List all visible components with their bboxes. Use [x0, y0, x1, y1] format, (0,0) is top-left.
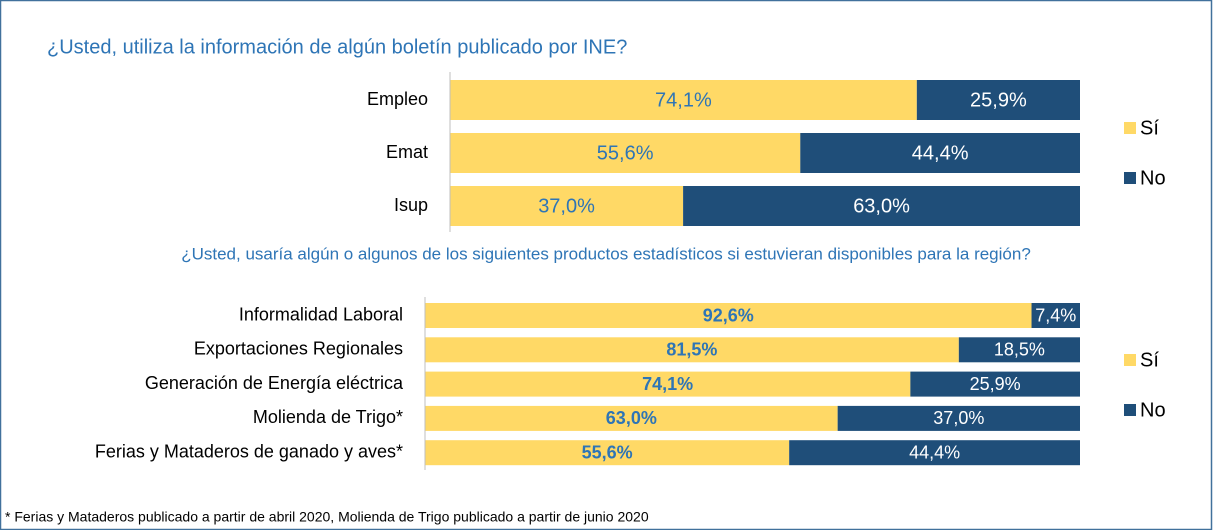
bar-segment [425, 371, 911, 397]
legend-swatch [1124, 354, 1136, 366]
value-label: 81,5% [666, 340, 717, 360]
category-label: Molienda de Trigo* [253, 407, 403, 427]
category-label: Exportaciones Regionales [194, 339, 403, 359]
bar-segment [910, 371, 1080, 397]
bar-segment [425, 303, 1032, 328]
value-label: 74,1% [642, 374, 693, 394]
bar-segment [425, 405, 838, 431]
legend-label: No [1140, 399, 1166, 421]
bar-segment [450, 133, 801, 173]
bar-segment [683, 186, 1080, 226]
category-label: Ferias y Mataderos de ganado y aves* [95, 441, 403, 461]
value-label: 37,0% [538, 195, 595, 217]
value-label: 37,0% [933, 408, 984, 428]
footnote: * Ferias y Mataderos publicado a partir … [5, 509, 649, 525]
value-label: 55,6% [582, 442, 633, 462]
value-label: 25,9% [970, 374, 1021, 394]
category-label: Informalidad Laboral [239, 304, 403, 324]
legend-label: Sí [1140, 349, 1159, 371]
legend-label: Sí [1140, 117, 1159, 139]
value-label: 25,9% [970, 89, 1027, 111]
value-label: 55,6% [597, 142, 654, 164]
chart-title: ¿Usted, usaría algún o algunos de los si… [181, 244, 1031, 263]
category-label: Emat [386, 142, 428, 162]
legend-label: No [1140, 167, 1166, 189]
value-label: 44,4% [909, 442, 960, 462]
category-label: Isup [394, 195, 428, 215]
bar-segment [958, 337, 1080, 363]
chart-title: ¿Usted, utiliza la información de algún … [47, 36, 627, 58]
bar-segment [425, 337, 959, 363]
bar-segment [837, 405, 1080, 431]
bar-segment [916, 80, 1080, 120]
value-label: 44,4% [912, 142, 969, 164]
category-label: Empleo [367, 89, 428, 109]
value-label: 92,6% [703, 305, 754, 325]
bar-segment [425, 440, 790, 466]
bar-segment [450, 186, 684, 226]
legend-swatch [1124, 122, 1136, 134]
value-label: 63,0% [853, 195, 910, 217]
bar-segment [789, 440, 1080, 466]
value-label: 74,1% [655, 89, 712, 111]
value-label: 18,5% [994, 340, 1045, 360]
category-label: Generación de Energía eléctrica [145, 373, 404, 393]
legend-swatch [1124, 172, 1136, 184]
legend-swatch [1124, 404, 1136, 416]
bar-segment [1031, 303, 1080, 328]
value-label: 63,0% [606, 408, 657, 428]
value-label: 7,4% [1035, 305, 1076, 325]
bar-segment [450, 80, 917, 120]
bar-segment [800, 133, 1080, 173]
